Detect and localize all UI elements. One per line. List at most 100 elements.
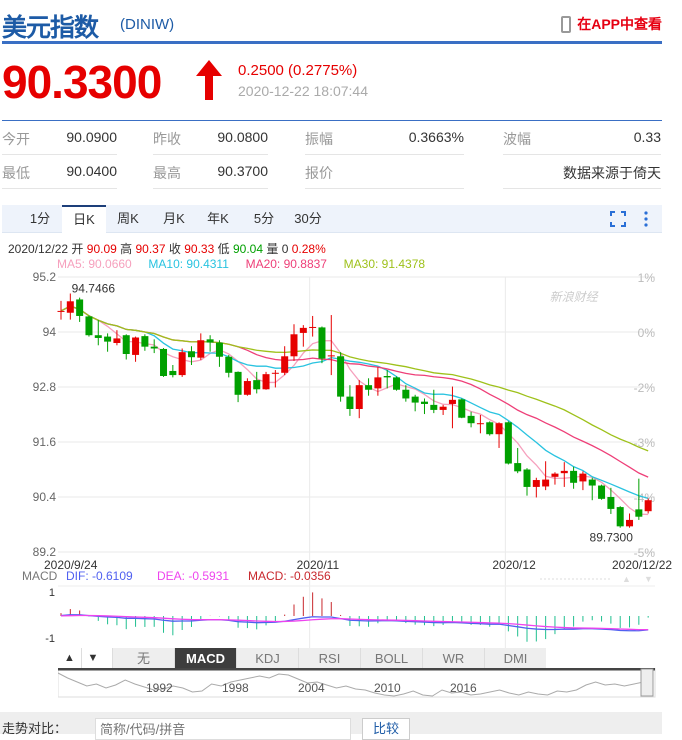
tab-period[interactable]: 周K xyxy=(117,211,139,226)
candle-body xyxy=(271,372,279,374)
candle-body xyxy=(402,389,410,399)
candle xyxy=(420,398,428,415)
current-price: 90.3300 xyxy=(2,56,162,108)
x-tick-label: 2020/12/22 xyxy=(612,558,672,572)
navigator-year: 2010 xyxy=(374,681,401,695)
y-tick-label: 92.8 xyxy=(33,380,57,394)
candle-body xyxy=(187,351,195,358)
candle xyxy=(616,506,624,528)
candle-body xyxy=(504,422,512,464)
scroll-up-icon[interactable]: ▲ xyxy=(622,574,631,584)
scroll-down-icon[interactable]: ▼ xyxy=(644,574,653,584)
candle-body xyxy=(570,470,578,483)
candle xyxy=(113,330,121,346)
tab-period[interactable]: 日K xyxy=(62,205,106,233)
candle xyxy=(635,478,643,520)
candle-body xyxy=(626,519,634,527)
page-title: 美元指数 xyxy=(2,14,99,42)
candle xyxy=(178,348,186,377)
candle-body xyxy=(467,415,475,424)
candle xyxy=(215,340,223,367)
candle xyxy=(141,334,149,351)
candle xyxy=(122,334,130,360)
pct-tick-label: -2% xyxy=(634,381,656,395)
candle xyxy=(448,386,456,429)
kline-chart[interactable]: 95.2 1%94 0%92.8 -2%91.6 -3%90.4 -4%89.2 -5%新浪… xyxy=(0,268,682,668)
candle xyxy=(365,378,373,396)
candle-body xyxy=(411,396,419,403)
navigator-handle[interactable] xyxy=(640,668,654,697)
open-value: 90.09 xyxy=(86,242,117,256)
candle xyxy=(607,487,615,514)
candle xyxy=(85,315,93,337)
compare-input[interactable] xyxy=(95,718,351,740)
candle-body xyxy=(458,399,466,418)
candle-body xyxy=(476,423,484,425)
indicator-down-button[interactable]: ▼ xyxy=(81,648,104,669)
tab-indicator[interactable]: DMI xyxy=(484,648,546,669)
header-divider xyxy=(2,41,662,44)
tab-period[interactable]: 1分 xyxy=(29,211,51,226)
tab-period[interactable]: 年K xyxy=(207,211,229,226)
candle-body xyxy=(495,423,503,435)
range-navigator[interactable]: 1992 1998 2004 2010 2016 xyxy=(58,668,656,698)
candle-body xyxy=(94,335,102,338)
candle-body xyxy=(598,485,606,499)
candle xyxy=(644,498,652,514)
candle xyxy=(476,414,484,434)
candle xyxy=(439,404,447,415)
candle-body xyxy=(169,370,177,376)
x-tick-label: 2020/11 xyxy=(297,558,340,572)
candle-body xyxy=(532,480,540,487)
ma20-value: MA20: 90.8837 xyxy=(245,257,327,271)
open-in-app-link[interactable]: 在APP中查看 xyxy=(561,14,662,34)
watermark: 新浪财经 xyxy=(550,290,600,304)
candle-body xyxy=(160,348,168,376)
compare-button[interactable]: 比较 xyxy=(362,718,410,740)
tab-period[interactable]: 30分 xyxy=(294,211,322,226)
tab-indicator[interactable]: BOLL xyxy=(360,648,422,669)
fullscreen-icon[interactable] xyxy=(610,211,626,227)
candle-info: 2020/12/22 开 90.09 高 90.37 收 90.33 低 90.… xyxy=(8,240,326,257)
candle-body xyxy=(66,301,74,313)
candle-body xyxy=(299,327,307,333)
candle-body xyxy=(113,338,121,343)
max-label: 94.7466 xyxy=(72,282,116,296)
candle xyxy=(262,371,270,390)
tab-indicator[interactable]: WR xyxy=(422,648,484,669)
candle xyxy=(281,346,289,376)
pct-tick-label: -3% xyxy=(634,436,656,450)
stat-value: 90.0800 xyxy=(217,129,268,145)
tab-indicator[interactable]: KDJ xyxy=(236,648,298,669)
tab-indicator[interactable]: RSI xyxy=(298,648,360,669)
candle xyxy=(225,354,233,378)
candle-body xyxy=(448,399,456,404)
candle xyxy=(495,422,503,448)
tab-indicator[interactable]: 无 xyxy=(112,648,174,669)
tab-period[interactable]: 月K xyxy=(163,211,185,226)
candle-body xyxy=(579,473,587,482)
tab-period[interactable]: 5分 xyxy=(253,211,275,226)
candle xyxy=(309,315,317,337)
candle-body xyxy=(616,507,624,527)
navigator-year: 2016 xyxy=(450,681,477,695)
candle xyxy=(570,466,578,489)
symbol-code: (DINIW) xyxy=(120,16,175,33)
candle-body xyxy=(374,377,382,389)
x-tick-label: 2020/9/24 xyxy=(44,558,98,572)
candle-body xyxy=(206,339,214,343)
candle-body xyxy=(542,479,550,487)
tab-indicator[interactable]: MACD xyxy=(174,648,236,669)
candle xyxy=(383,370,391,389)
dif-line xyxy=(60,614,649,632)
indicator-tabs: ▲ ▼ 无 MACD KDJ RSI BOLL WR DMI xyxy=(58,648,655,669)
more-icon[interactable] xyxy=(642,210,650,228)
candle xyxy=(523,468,531,496)
indicator-up-button[interactable]: ▲ xyxy=(58,648,81,669)
open-in-app-label: 在APP中查看 xyxy=(577,16,662,32)
ma5-line xyxy=(60,305,649,516)
ma10-line xyxy=(60,305,649,500)
y-tick-label: 89.2 xyxy=(33,545,57,559)
candle-body xyxy=(346,396,354,409)
dif-value: DIF: -0.6109 xyxy=(66,569,133,583)
